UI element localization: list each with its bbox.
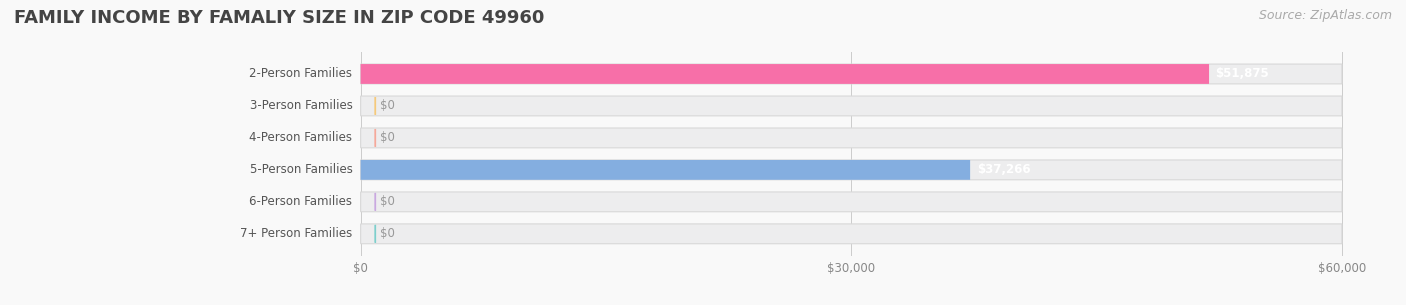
FancyBboxPatch shape — [361, 64, 1209, 84]
Text: 7+ Person Families: 7+ Person Families — [240, 227, 353, 240]
Text: $37,266: $37,266 — [977, 163, 1031, 176]
Text: $0: $0 — [380, 195, 395, 208]
Text: FAMILY INCOME BY FAMALIY SIZE IN ZIP CODE 49960: FAMILY INCOME BY FAMALIY SIZE IN ZIP COD… — [14, 9, 544, 27]
Text: 5-Person Families: 5-Person Families — [250, 163, 353, 176]
Text: 3-Person Families: 3-Person Families — [250, 99, 353, 113]
Text: Source: ZipAtlas.com: Source: ZipAtlas.com — [1258, 9, 1392, 22]
Text: $0: $0 — [380, 131, 395, 144]
Text: 6-Person Families: 6-Person Families — [249, 195, 353, 208]
FancyBboxPatch shape — [361, 192, 1341, 212]
FancyBboxPatch shape — [361, 128, 1341, 148]
Text: $0: $0 — [380, 99, 395, 113]
Text: 2-Person Families: 2-Person Families — [249, 67, 353, 81]
Text: $51,875: $51,875 — [1216, 67, 1270, 81]
Text: $0: $0 — [380, 227, 395, 240]
Text: 4-Person Families: 4-Person Families — [249, 131, 353, 144]
FancyBboxPatch shape — [361, 96, 1341, 116]
FancyBboxPatch shape — [361, 64, 1341, 84]
FancyBboxPatch shape — [361, 224, 1341, 244]
FancyBboxPatch shape — [361, 160, 1341, 180]
FancyBboxPatch shape — [361, 160, 970, 180]
